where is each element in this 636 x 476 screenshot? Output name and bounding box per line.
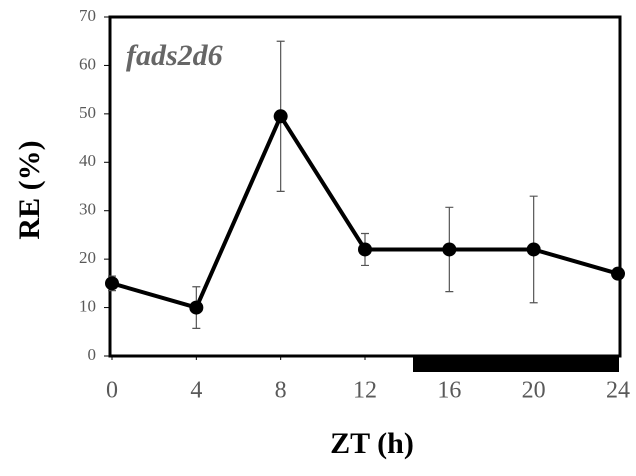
data-point — [526, 242, 541, 257]
x-tick-label: 16 — [437, 378, 461, 404]
y-tick-label: 50 — [79, 103, 96, 122]
y-tick-label: 10 — [79, 296, 96, 315]
x-tick-label: 8 — [275, 378, 287, 404]
x-tick-label: 4 — [190, 378, 202, 404]
y-axis-title: RE (%) — [13, 140, 46, 239]
data-point — [358, 242, 372, 257]
gene-annotation: fads2d6 — [126, 39, 223, 72]
dark-phase-bar — [413, 356, 619, 372]
y-tick-label: 0 — [88, 345, 97, 364]
x-tick-label: 12 — [353, 378, 377, 404]
x-tick-label: 20 — [522, 378, 546, 404]
data-point — [442, 242, 457, 257]
x-axis-title: ZT (h) — [330, 427, 414, 460]
y-tick-label: 60 — [79, 54, 96, 73]
x-tick-label: 0 — [106, 378, 118, 404]
data-point — [273, 109, 288, 124]
y-tick-label: 40 — [79, 151, 96, 170]
data-line — [111, 112, 619, 310]
y-tick-label: 20 — [79, 248, 96, 267]
y-tick-label: 30 — [79, 200, 96, 219]
data-point — [611, 266, 625, 281]
data-point — [105, 276, 119, 291]
x-tick-label: 24 — [606, 378, 630, 404]
y-tick-label: 70 — [79, 6, 96, 25]
data-point — [189, 300, 204, 315]
